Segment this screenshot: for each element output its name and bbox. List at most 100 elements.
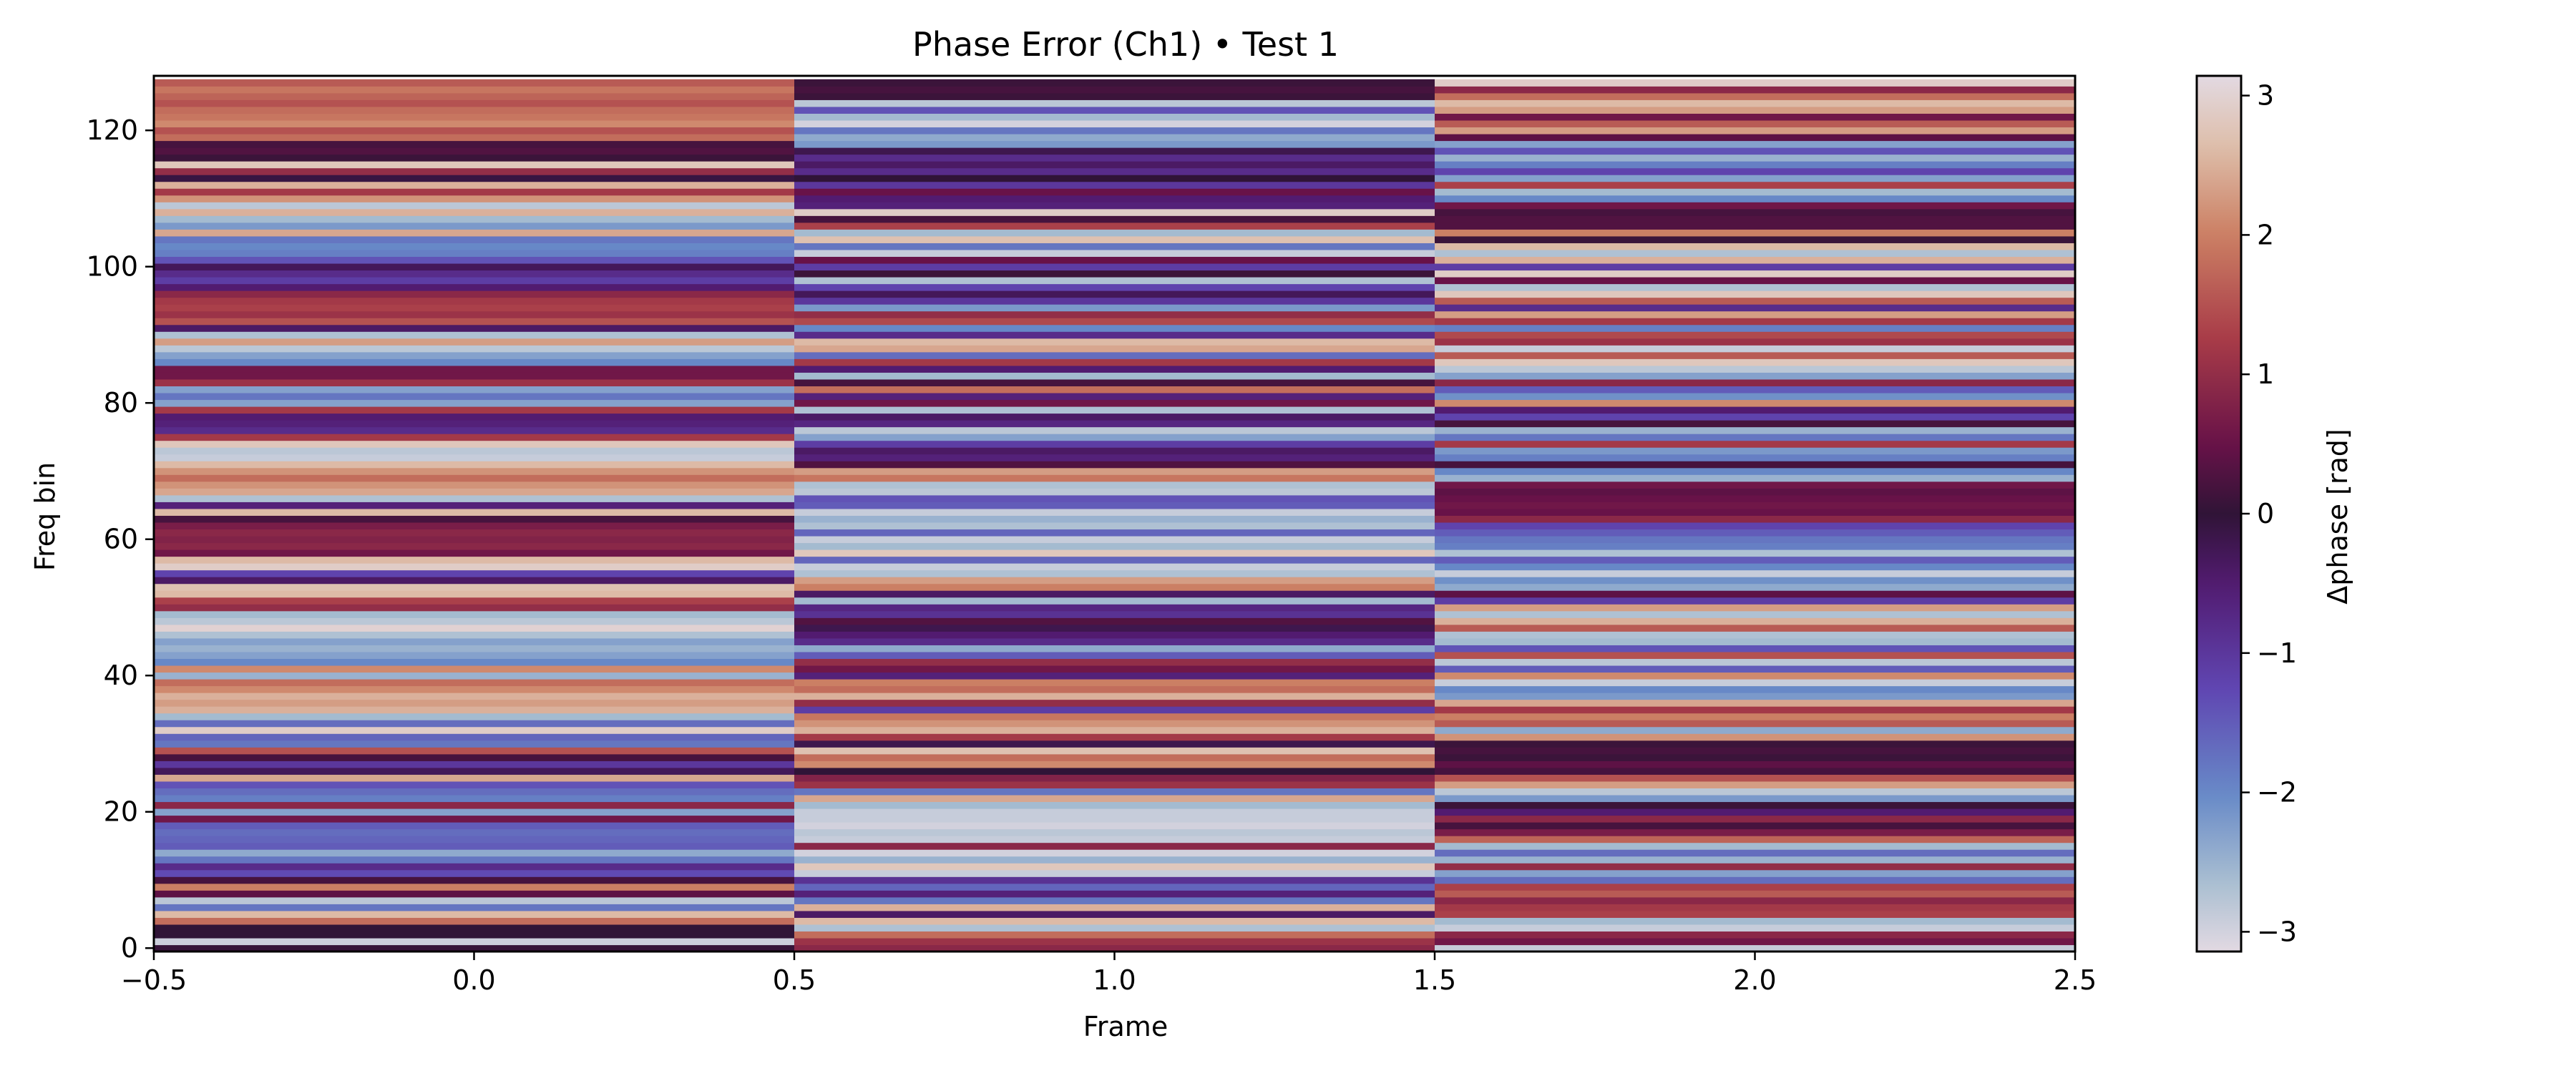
y-tick-label: 100 [86,251,138,283]
heatmap-cell [1435,665,2076,673]
heatmap-cell [794,610,1435,618]
heatmap-cell [1435,181,2076,189]
heatmap-cell [1435,931,2076,939]
heatmap-cell [154,365,795,373]
x-tick-label: −0.5 [121,964,187,996]
heatmap-cell [1435,249,2076,258]
heatmap-cell [794,154,1435,162]
heatmap-cell [154,917,795,925]
colorbar-label: Δphase [rad] [2322,429,2353,604]
heatmap-cell [1435,944,2076,952]
heatmap-cell [1435,672,2076,680]
heatmap-cell [1435,420,2076,428]
heatmap-cell [1435,733,2076,741]
heatmap-cell [154,781,795,788]
colorbar-tick-label: 1 [2257,358,2274,390]
heatmap-cell [1435,910,2076,918]
heatmap-cell [794,822,1435,830]
heatmap-cell [154,461,795,469]
heatmap-cell [794,678,1435,687]
heatmap-cell [154,106,795,114]
heatmap-cell [154,270,795,278]
heatmap-cell [1435,372,2076,380]
heatmap-cell [154,304,795,312]
heatmap-cell [794,181,1435,189]
heatmap-cell [794,119,1435,128]
heatmap-cell [794,290,1435,298]
y-tick-label: 120 [86,114,138,146]
heatmap-cell [1435,413,2076,421]
heatmap-cell [794,535,1435,544]
heatmap-cell [794,406,1435,414]
heatmap-cell [154,372,795,380]
heatmap-cell [154,522,795,530]
y-axis-label: Freq bin [29,462,61,571]
heatmap-cell [794,263,1435,271]
heatmap-cell [794,617,1435,625]
heatmap-cell [794,515,1435,523]
heatmap-cell [794,167,1435,175]
heatmap-cell [154,842,795,850]
heatmap-cell [794,522,1435,530]
heatmap-cell [794,454,1435,461]
heatmap-cell [154,794,795,803]
y-tick-label: 60 [104,524,138,555]
heatmap-cell [1435,815,2076,823]
heatmap-cell [154,753,795,761]
heatmap-cell [154,283,795,291]
heatmap-cell [1435,222,2076,230]
heatmap-cell [794,583,1435,591]
heatmap-cell [1435,794,2076,803]
heatmap-cell [154,856,795,864]
heatmap-cell [794,815,1435,823]
heatmap-cell [794,99,1435,107]
heatmap-cell [154,720,795,728]
heatmap-cell [1435,774,2076,782]
heatmap-cell [1435,522,2076,530]
heatmap-cell [154,569,795,577]
heatmap-cell [1435,113,2076,121]
heatmap-cell [1435,569,2076,577]
heatmap-cell [154,467,795,475]
heatmap-cell [1435,658,2076,666]
heatmap-cell [154,685,795,693]
heatmap-cell [154,563,795,571]
y-tick-label: 20 [104,796,138,828]
heatmap-cell [1435,781,2076,788]
heatmap-cell [1435,243,2076,250]
heatmap-cell [154,222,795,230]
heatmap-cell [154,167,795,175]
heatmap-cell [1435,290,2076,298]
y-axis: 0 20 40 60 80 100 120 [86,114,154,964]
heatmap-cell [1435,426,2076,434]
heatmap-cell [794,467,1435,475]
colorbar [2195,74,2243,953]
heatmap-cell [154,474,795,482]
heatmap-cell [1435,215,2076,223]
heatmap-cell [154,133,795,142]
chart-title: Phase Error (Ch1) • Test 1 [912,25,1339,64]
heatmap-cell [154,706,795,714]
heatmap-cell [794,869,1435,877]
heatmap-cell [1435,651,2076,660]
heatmap-cell [154,822,795,830]
heatmap-cell [154,726,795,734]
heatmap-cell [794,140,1435,148]
heatmap-cell [794,849,1435,857]
heatmap-cell [154,637,795,645]
heatmap-cell [794,188,1435,196]
heatmap-cell [154,331,795,339]
heatmap-cell [794,420,1435,428]
heatmap-cell [794,161,1435,169]
heatmap-cell [154,556,795,564]
x-axis-label: Frame [1083,1011,1168,1042]
heatmap-cell [154,345,795,353]
heatmap-cell [1435,304,2076,312]
heatmap-cell [154,610,795,618]
heatmap-cell [1435,378,2076,387]
heatmap-cell [154,535,795,544]
heatmap-cell [794,92,1435,100]
heatmap-cell [1435,331,2076,339]
heatmap-cell [154,188,795,196]
